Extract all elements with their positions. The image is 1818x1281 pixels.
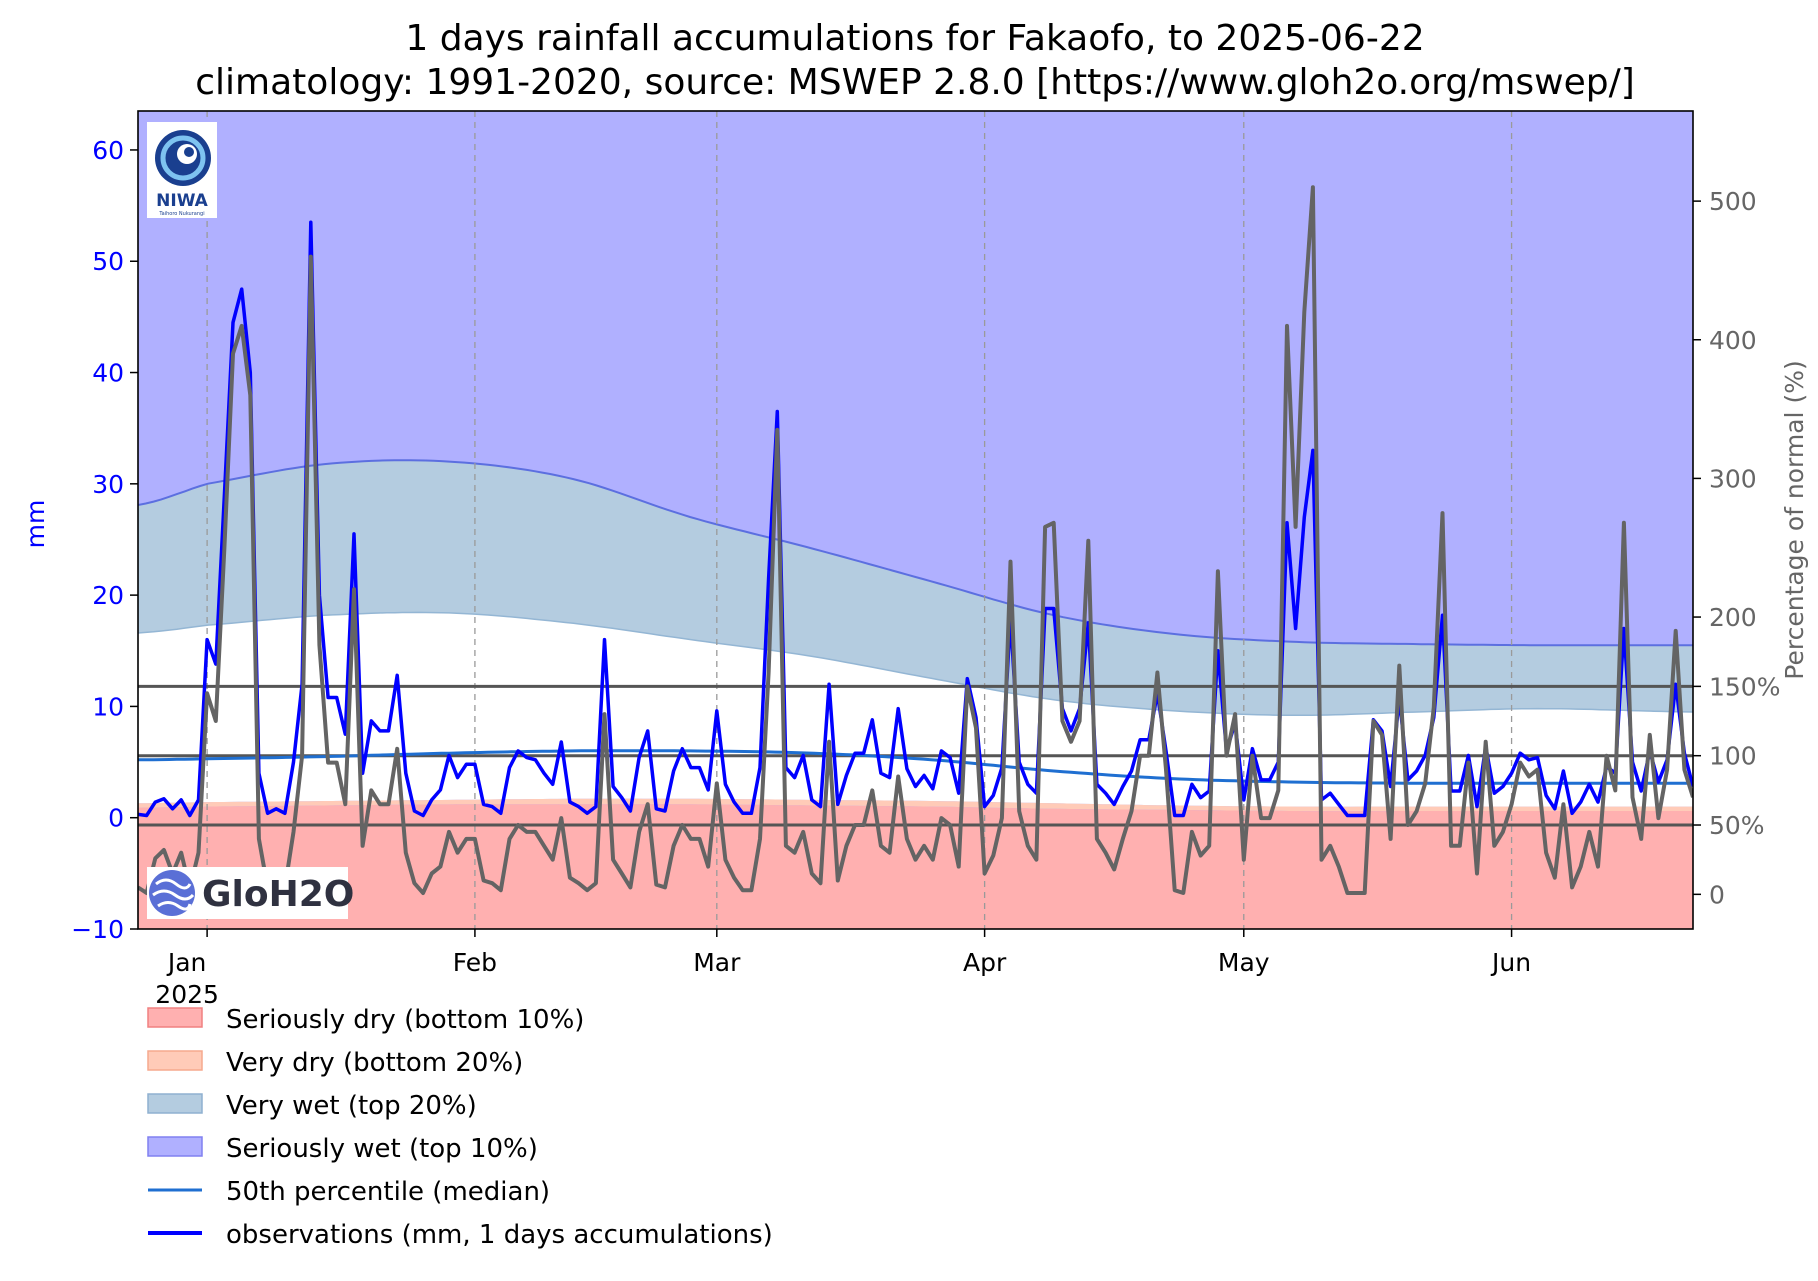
legend-swatch: [147, 1136, 203, 1157]
ytick-right-label: 400: [1709, 326, 1757, 355]
ytick-right-ref-label: 150%: [1709, 672, 1780, 701]
legend-label: Very dry (bottom 20%): [226, 1048, 523, 1078]
plot-frame: [137, 110, 1694, 930]
ytick-left-label: 20: [92, 581, 124, 610]
gloh2o-logo-text: GloH2O: [202, 874, 354, 915]
legend-label: 50th percentile (median): [226, 1177, 550, 1207]
niwa-logo: NIWA Taihoro Nukurangi: [147, 122, 217, 218]
chart-subtitle: climatology: 1991-2020, source: MSWEP 2.…: [195, 62, 1635, 103]
legend-label: observations (mm, 1 days accumulations): [226, 1220, 773, 1250]
ytick-right-label: 300: [1709, 464, 1757, 493]
ytick-right-label: 500: [1709, 187, 1757, 216]
ytick-right-ref-label: 50%: [1709, 811, 1765, 840]
percent-of-normal-line: [138, 185, 1693, 895]
seriously-dry-band: [138, 804, 1693, 929]
very-dry-band: [138, 798, 1693, 812]
legend-swatch: [147, 1007, 203, 1028]
month-gridlines: [206, 111, 1513, 929]
xtick-label: Apr: [963, 948, 1007, 977]
xtick-label: Mar: [693, 948, 741, 977]
very-wet-band: [138, 460, 1693, 716]
y-axis-left: −10 0 10 20 30 40 50 60: [71, 136, 138, 944]
p90-line: [138, 459, 1693, 647]
xtick-label: Jun: [1490, 948, 1531, 977]
y-axis-label-right: Percentage of normal (%): [1780, 360, 1809, 679]
ytick-left-label: 50: [92, 247, 124, 276]
legend-label: Seriously wet (top 10%): [226, 1134, 538, 1164]
ytick-right-label: 100: [1709, 742, 1757, 771]
chart-title: 1 days rainfall accumulations for Fakaof…: [405, 18, 1424, 59]
legend-label: Very wet (top 20%): [226, 1091, 477, 1121]
xtick-label: Feb: [453, 948, 497, 977]
xtick-label: Jan: [166, 948, 207, 977]
x-axis: Jan 2025 Feb Mar Apr May Jun: [155, 929, 1531, 1009]
y-axis-label-left: mm: [21, 500, 50, 549]
legend-label: Seriously dry (bottom 10%): [226, 1005, 584, 1035]
ytick-left-label: −10: [71, 915, 124, 944]
legend: Seriously dry (bottom 10%) Very dry (bott…: [147, 1005, 773, 1250]
y-axis-right: 0 100 200 300 400 500 50% 150%: [1693, 187, 1780, 909]
plot-area: [138, 111, 1693, 929]
legend-swatch: [147, 1093, 203, 1114]
niwa-logo-subtext: Taihoro Nukurangi: [158, 211, 204, 217]
ytick-left-label: 60: [92, 136, 124, 165]
xtick-sublabel: 2025: [155, 980, 219, 1009]
ytick-left-label: 30: [92, 470, 124, 499]
ytick-right-label: 200: [1709, 603, 1757, 632]
ytick-left-label: 0: [108, 804, 124, 833]
ytick-left-label: 40: [92, 359, 124, 388]
xtick-label: May: [1218, 948, 1270, 977]
legend-swatch: [147, 1050, 203, 1071]
niwa-logo-text: NIWA: [156, 191, 209, 211]
ytick-left-label: 10: [92, 692, 124, 721]
gloh2o-logo: GloH2O: [147, 867, 354, 919]
ytick-right-label: 0: [1709, 880, 1725, 909]
